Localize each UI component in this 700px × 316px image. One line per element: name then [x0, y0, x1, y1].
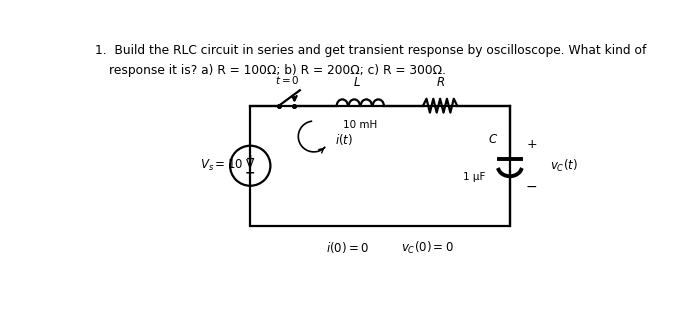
Text: +: + [526, 138, 537, 151]
Text: 10 mH: 10 mH [343, 120, 377, 130]
Text: $C$: $C$ [488, 133, 498, 146]
Text: $t=0$: $t=0$ [275, 74, 300, 86]
Text: −: − [526, 180, 538, 194]
Text: +: + [246, 154, 255, 164]
Text: response it is? a) R = 100Ω; b) R = 200Ω; c) R = 300Ω.: response it is? a) R = 100Ω; b) R = 200Ω… [109, 64, 446, 77]
Text: $V_s = 10$ V: $V_s = 10$ V [200, 158, 256, 173]
Text: −: − [245, 166, 255, 179]
Text: $i(0) = 0$: $i(0) = 0$ [326, 240, 369, 255]
Text: 1.  Build the RLC circuit in series and get transient response by oscilloscope. : 1. Build the RLC circuit in series and g… [95, 44, 647, 57]
Text: $v_C(t)$: $v_C(t)$ [550, 158, 578, 174]
Text: $i(t)$: $i(t)$ [335, 132, 353, 147]
Text: 1 μF: 1 μF [463, 172, 485, 181]
Text: $L$: $L$ [353, 76, 360, 89]
Text: $v_C(0) = 0$: $v_C(0) = 0$ [400, 240, 454, 256]
Bar [251, 106, 510, 226]
Text: $R$: $R$ [435, 76, 444, 89]
